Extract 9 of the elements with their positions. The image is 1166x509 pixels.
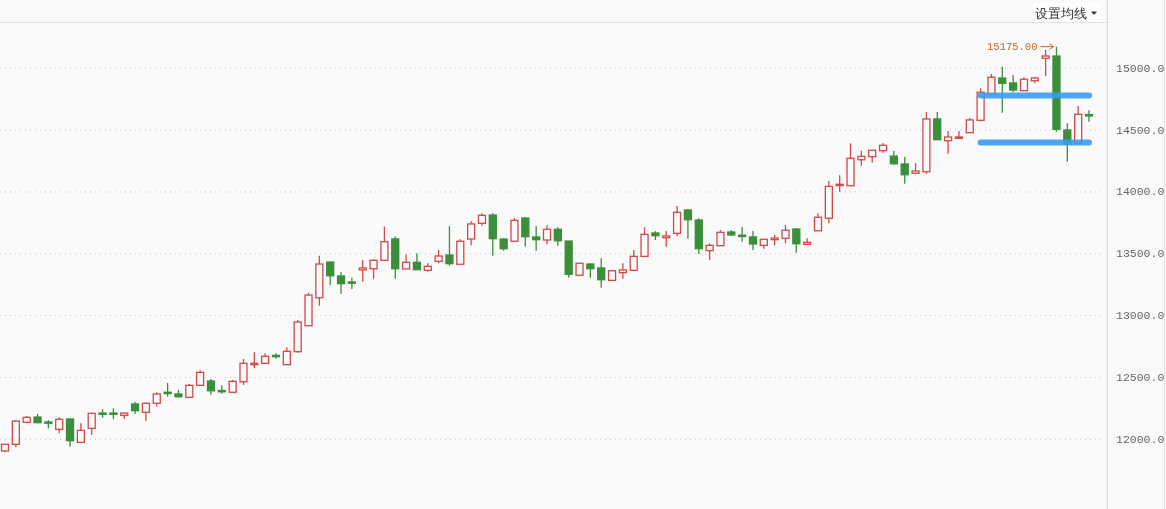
y-tick-label: 12500.0 (1116, 370, 1165, 384)
y-tick-label: 15000.0 (1116, 61, 1165, 75)
y-tick-label: 14500.0 (1116, 123, 1165, 137)
y-tick-label: 12000.0 (1116, 432, 1165, 446)
y-tick-label: 14000.0 (1116, 185, 1165, 199)
text: 设置均线 (1035, 5, 1087, 21)
y-tick-label: 13500.0 (1116, 247, 1165, 261)
y-tick-label: 13000.0 (1116, 309, 1165, 323)
annotation: 15175.00 (987, 40, 1038, 53)
